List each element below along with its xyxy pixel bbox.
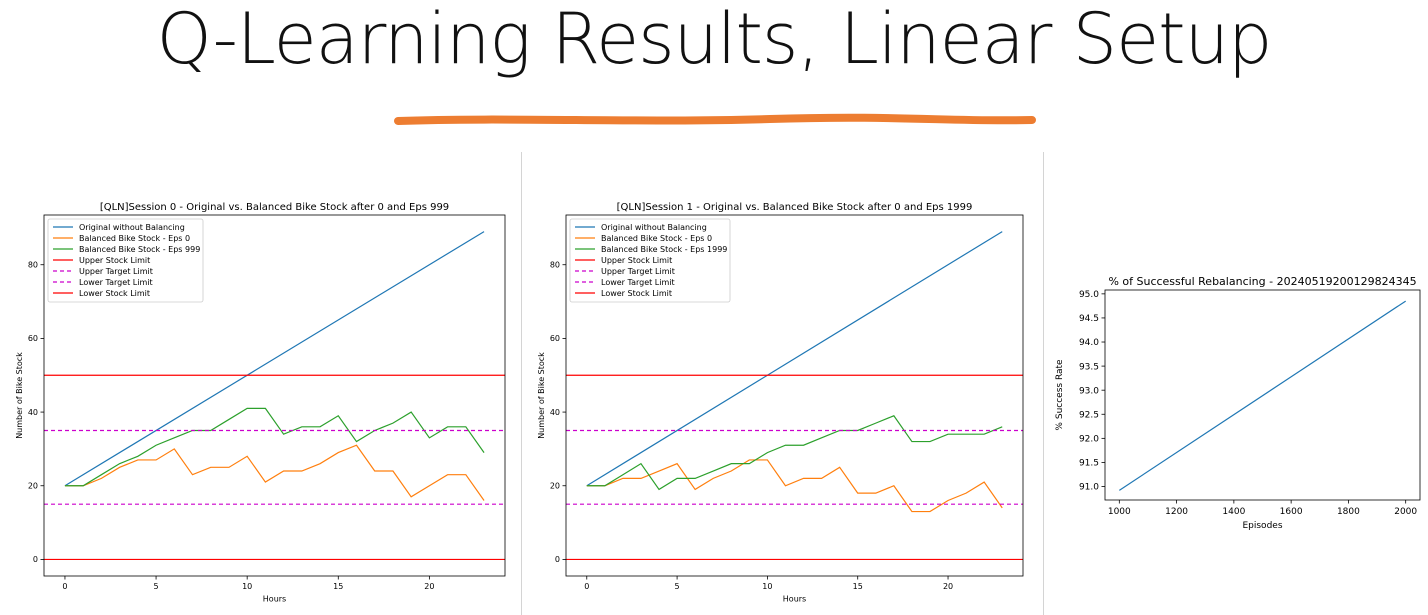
legend-label: Lower Target Limit — [601, 278, 675, 287]
series-line-2 — [586, 415, 1003, 491]
title-underline-stroke — [394, 113, 1036, 125]
plot-frame — [43, 214, 506, 577]
y-axis-label: Number of Bike Stock — [537, 352, 546, 439]
chart-success-rate: % of Successful Rebalancing - 2024051920… — [1055, 275, 1421, 530]
panel-divider-left — [521, 152, 522, 615]
x-tick-label: 5 — [154, 582, 159, 591]
y-tick-label: 80 — [550, 261, 560, 270]
legend-label: Balanced Bike Stock - Eps 0 — [601, 234, 712, 243]
series-line-0 — [1118, 300, 1407, 491]
legend-label: Balanced Bike Stock - Eps 0 — [79, 234, 190, 243]
y-tick-label: 92.0 — [1079, 434, 1099, 444]
legend-label: Upper Stock Limit — [601, 256, 672, 265]
y-tick-label: 60 — [28, 334, 38, 343]
x-axis-label: Episodes — [1242, 521, 1282, 530]
y-tick-label: 93.0 — [1079, 386, 1099, 396]
x-tick-label: 1400 — [1222, 507, 1245, 517]
x-tick-label: 10 — [762, 582, 772, 591]
y-tick-label: 60 — [550, 334, 560, 343]
legend-label: Balanced Bike Stock - Eps 1999 — [601, 245, 727, 254]
panel-divider-right — [1043, 152, 1044, 615]
x-tick-label: 1800 — [1337, 507, 1360, 517]
legend-label: Original without Balancing — [79, 223, 185, 232]
y-tick-label: 20 — [550, 482, 560, 491]
x-axis-label: Hours — [263, 595, 286, 604]
y-tick-label: 94.0 — [1079, 338, 1099, 348]
x-tick-label: 0 — [584, 582, 589, 591]
chart-session-1: [QLN]Session 1 - Original vs. Balanced B… — [537, 202, 1024, 604]
series-line-0 — [586, 231, 1003, 487]
y-tick-label: 20 — [28, 482, 38, 491]
series-line-0 — [64, 231, 485, 487]
legend-label: Upper Stock Limit — [79, 256, 150, 265]
x-tick-label: 1200 — [1165, 507, 1188, 517]
y-tick-label: 40 — [28, 408, 38, 417]
y-tick-label: 93.5 — [1079, 362, 1099, 372]
y-tick-label: 91.5 — [1079, 459, 1099, 469]
x-tick-label: 10 — [242, 582, 252, 591]
plot-frame — [565, 214, 1024, 577]
legend-label: Upper Target Limit — [79, 267, 153, 276]
y-tick-label: 0 — [555, 555, 560, 564]
x-tick-label: 5 — [675, 582, 680, 591]
legend-label: Lower Target Limit — [79, 278, 153, 287]
x-tick-label: 15 — [333, 582, 343, 591]
y-tick-label: 91.0 — [1079, 483, 1099, 493]
x-tick-label: 20 — [424, 582, 434, 591]
y-tick-label: 94.5 — [1079, 314, 1099, 324]
legend-label: Balanced Bike Stock - Eps 999 — [79, 245, 200, 254]
chart-title: [QLN]Session 1 - Original vs. Balanced B… — [617, 202, 973, 213]
x-tick-label: 2000 — [1394, 507, 1417, 517]
chart-session-0: [QLN]Session 0 - Original vs. Balanced B… — [15, 202, 506, 604]
x-tick-label: 1000 — [1108, 507, 1131, 517]
legend-label: Original without Balancing — [601, 223, 707, 232]
x-tick-label: 1600 — [1280, 507, 1303, 517]
slide-title: Q-Learning Results, Linear Setup — [156, 0, 1273, 80]
y-axis-label: Number of Bike Stock — [15, 352, 24, 439]
y-tick-label: 40 — [550, 408, 560, 417]
y-axis-label: % Success Rate — [1055, 359, 1065, 431]
chart-title: % of Successful Rebalancing - 2024051920… — [1108, 275, 1416, 288]
y-tick-label: 95.0 — [1079, 290, 1099, 300]
legend-label: Lower Stock Limit — [601, 289, 672, 298]
y-tick-label: 0 — [33, 555, 38, 564]
series-line-1 — [586, 459, 1003, 513]
chart-title: [QLN]Session 0 - Original vs. Balanced B… — [100, 202, 449, 213]
x-tick-label: 15 — [853, 582, 863, 591]
x-tick-label: 0 — [62, 582, 67, 591]
legend-box — [569, 218, 731, 303]
legend-box — [47, 218, 204, 303]
plot-frame — [1104, 289, 1421, 501]
y-tick-label: 92.5 — [1079, 410, 1099, 420]
series-line-2 — [64, 407, 485, 487]
y-tick-label: 80 — [28, 261, 38, 270]
legend-label: Upper Target Limit — [601, 267, 675, 276]
x-axis-label: Hours — [783, 595, 806, 604]
legend-label: Lower Stock Limit — [79, 289, 150, 298]
series-line-1 — [64, 444, 485, 501]
x-tick-label: 20 — [943, 582, 953, 591]
